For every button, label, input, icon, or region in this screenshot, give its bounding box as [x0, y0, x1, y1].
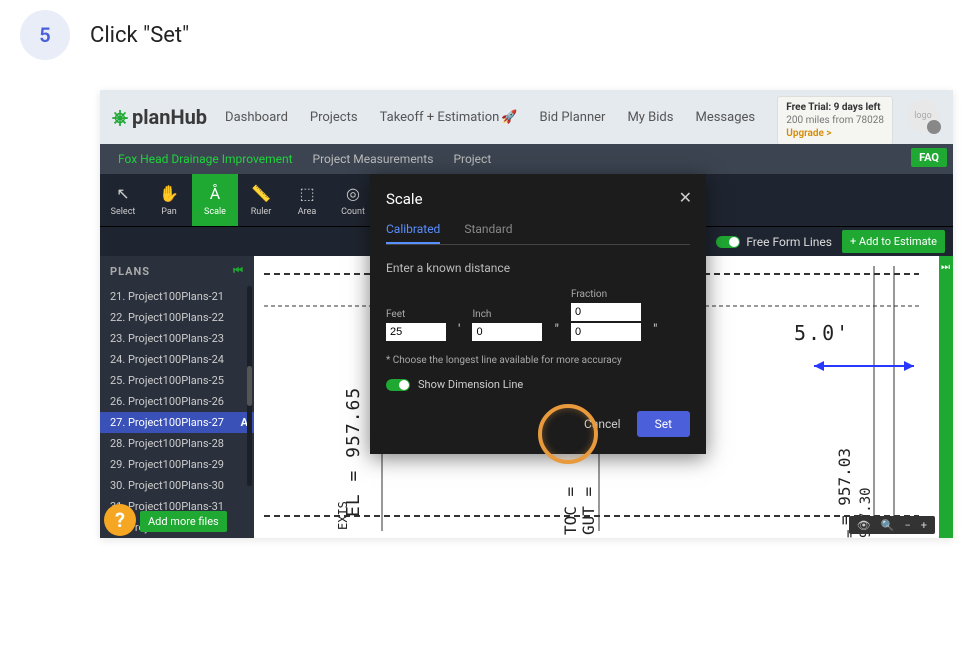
plan-row[interactable]: 21. Project100Plans-21 [100, 286, 254, 307]
subnav-project-name[interactable]: Fox Head Drainage Improvement [118, 152, 293, 166]
inch-mark: " [554, 322, 558, 341]
logo-icon: ⎈ [112, 105, 128, 129]
fraction-numerator-input[interactable] [571, 303, 641, 321]
top-navbar: ⎈ planHub Dashboard Projects Takeoff + E… [100, 90, 953, 144]
cancel-button[interactable]: Cancel [584, 417, 621, 431]
nav-mybids[interactable]: My Bids [627, 110, 673, 125]
tool-ruler[interactable]: 📏Ruler [238, 174, 284, 226]
toggle-on-icon[interactable] [716, 236, 740, 248]
collapse-icon[interactable]: ⏮ [233, 264, 244, 278]
modal-tabs: Calibrated Standard [386, 222, 690, 245]
toggle-on-icon[interactable] [386, 379, 410, 391]
modal-instruction: Enter a known distance [386, 261, 690, 275]
plans-header: PLANS ⏮ [100, 256, 254, 286]
scale-icon: Å [210, 184, 220, 203]
show-dimension-toggle[interactable]: Show Dimension Line [386, 378, 690, 391]
tab-standard[interactable]: Standard [464, 222, 512, 244]
help-button[interactable]: ? [104, 504, 136, 536]
modal-close-button[interactable]: ✕ [679, 188, 692, 207]
trial-info[interactable]: Free Trial: 9 days left 200 miles from 7… [777, 96, 893, 145]
avatar-check-icon [927, 120, 941, 134]
expand-right-icon[interactable]: ⏭ [941, 262, 950, 273]
plan-row[interactable]: 22. Project100Plans-22 [100, 307, 254, 328]
plan-row[interactable]: 24. Project100Plans-24 [100, 349, 254, 370]
scale-modal: Scale ✕ Calibrated Standard Enter a know… [370, 174, 706, 454]
fraction-mark: " [653, 322, 657, 341]
plan-row[interactable]: 30. Project100Plans-30 [100, 475, 254, 496]
elevation-label: EL = 957.65 [343, 387, 364, 517]
logo[interactable]: ⎈ planHub [112, 105, 207, 129]
tab-calibrated[interactable]: Calibrated [386, 222, 440, 244]
visibility-icon[interactable]: 👁 [857, 519, 871, 532]
tool-select[interactable]: ↖Select [100, 174, 146, 226]
feet-mark: ' [458, 322, 460, 341]
feet-input[interactable] [386, 323, 446, 341]
add-more-files-button[interactable]: Add more files [140, 511, 227, 532]
tool-area[interactable]: ⬚Area [284, 174, 330, 226]
set-button[interactable]: Set [637, 411, 690, 437]
step-instruction: Click "Set" [90, 23, 189, 48]
zoom-out-button[interactable]: − [904, 519, 910, 532]
subnav-project[interactable]: Project [453, 152, 491, 166]
plans-sidebar: PLANS ⏮ 21. Project100Plans-21 22. Proje… [100, 256, 254, 538]
nav-bidplanner[interactable]: Bid Planner [540, 110, 606, 125]
nav-items: Dashboard Projects Takeoff + Estimation🚀… [225, 110, 755, 125]
step-number-badge: 5 [20, 10, 70, 60]
fraction-denominator-input[interactable] [571, 323, 641, 341]
right-panel-strip[interactable]: ⏭ [939, 256, 953, 538]
cursor-icon: ↖ [116, 184, 129, 203]
feet-label: Feet [386, 309, 446, 320]
sidebar-scrollbar[interactable] [247, 286, 252, 486]
toc-label: TOC = [561, 487, 580, 535]
trial-upgrade-link[interactable]: Upgrade > [786, 127, 884, 140]
gut-label: GUT = [579, 487, 598, 535]
plan-list: 21. Project100Plans-21 22. Project100Pla… [100, 286, 254, 538]
count-icon: ◎ [346, 184, 360, 203]
user-avatar[interactable]: logo [907, 100, 939, 132]
modal-buttons: Cancel Set [386, 411, 690, 437]
modal-note: * Choose the longest line available for … [386, 355, 690, 366]
plan-row[interactable]: 26. Project100Plans-26 [100, 391, 254, 412]
modal-title: Scale [386, 190, 690, 208]
dimension-text: 5.0' [794, 321, 850, 345]
exis-label: EXIS [336, 501, 350, 530]
distance-fields: Feet ' Inch " Fraction " [386, 289, 690, 341]
nav-messages[interactable]: Messages [695, 110, 755, 125]
nav-projects[interactable]: Projects [310, 110, 358, 125]
hand-icon: ✋ [159, 184, 179, 203]
zoom-in-button[interactable]: + [921, 519, 927, 532]
nav-takeoff[interactable]: Takeoff + Estimation🚀 [380, 110, 518, 125]
ruler-icon: 📏 [251, 184, 271, 203]
inch-input[interactable] [472, 323, 542, 341]
screenshot-container: ⎈ planHub Dashboard Projects Takeoff + E… [100, 90, 953, 538]
area-icon: ⬚ [299, 184, 314, 203]
zoom-icon[interactable]: 🔍 [881, 519, 895, 532]
plan-row[interactable]: 28. Project100Plans-28 [100, 433, 254, 454]
tool-pan[interactable]: ✋Pan [146, 174, 192, 226]
subnav-measurements[interactable]: Project Measurements [313, 152, 434, 166]
tool-scale[interactable]: ÅScale [192, 174, 238, 226]
inch-label: Inch [472, 309, 542, 320]
rocket-icon: 🚀 [501, 110, 517, 125]
plan-row[interactable]: 25. Project100Plans-25 [100, 370, 254, 391]
plan-row-selected[interactable]: 27. Project100Plans-27 [100, 412, 254, 433]
canvas-zoom-controls: 👁 🔍 − + [849, 516, 935, 534]
faq-button[interactable]: FAQ [911, 148, 947, 167]
trial-sub: 200 miles from 78028 [786, 114, 884, 127]
trial-title: Free Trial: 9 days left [786, 101, 884, 114]
plan-row[interactable]: 29. Project100Plans-29 [100, 454, 254, 475]
nav-dashboard[interactable]: Dashboard [225, 110, 288, 125]
freeform-toggle[interactable]: Free Form Lines [716, 235, 832, 249]
logo-text: planHub [132, 105, 207, 129]
fraction-label: Fraction [571, 289, 641, 300]
breadcrumb-subnav: Fox Head Drainage Improvement Project Me… [100, 144, 953, 174]
add-to-estimate-button[interactable]: + Add to Estimate [842, 230, 945, 253]
plan-row[interactable]: 23. Project100Plans-23 [100, 328, 254, 349]
